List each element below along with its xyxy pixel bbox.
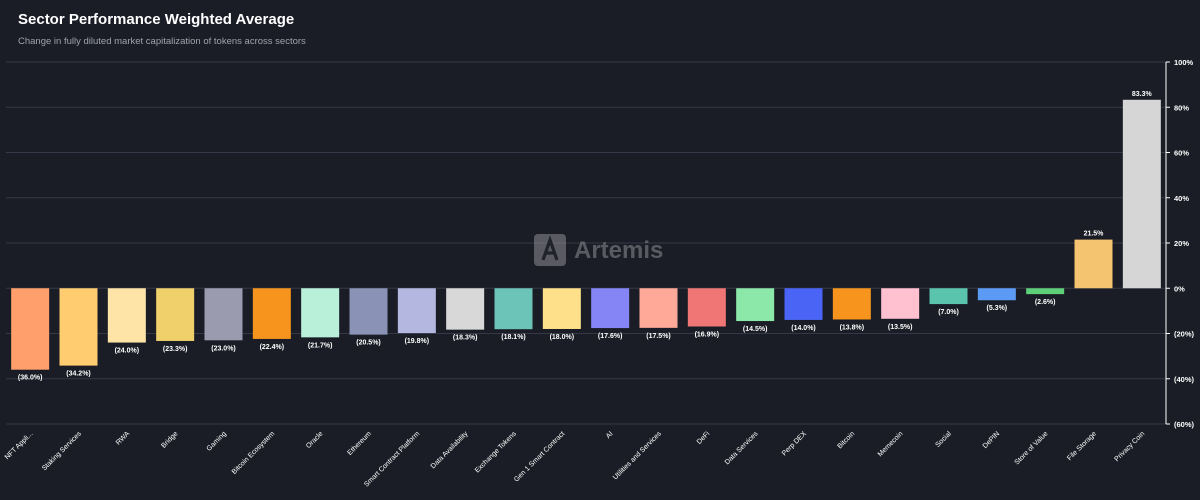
- x-category-label: Social: [934, 430, 953, 449]
- bar-smart-contract-platform[interactable]: [397, 288, 436, 334]
- x-category-label: Bridge: [160, 430, 179, 449]
- x-category-label: Ethereum: [346, 430, 373, 457]
- data-label: (13.5%): [888, 324, 913, 331]
- x-category-label: Exchange Tokens: [474, 430, 518, 474]
- data-label: (20.5%): [356, 340, 381, 347]
- bar-data-availability[interactable]: [446, 288, 485, 330]
- data-label: (14.0%): [791, 325, 816, 332]
- data-label: (5.3%): [987, 305, 1008, 312]
- x-category-label: Gaming: [206, 430, 228, 452]
- x-category-label: Data Services: [724, 430, 760, 466]
- x-category-label: Bitcoin Ecosystem: [231, 430, 277, 476]
- x-category-label: DePIN: [982, 430, 1002, 450]
- x-category-label: Smart Contract Platform: [363, 430, 421, 488]
- x-category-label: DeFi: [696, 430, 712, 446]
- bar-rwa[interactable]: [107, 288, 146, 343]
- x-category-label: File Storage: [1066, 430, 1098, 462]
- artemis-watermark: Artemis: [534, 234, 663, 266]
- data-label: (2.6%): [1035, 299, 1056, 306]
- bar-file-storage[interactable]: [1074, 239, 1113, 289]
- y-tick-label: 40%: [1174, 194, 1189, 203]
- bar-bitcoin[interactable]: [832, 288, 871, 320]
- bar-ai[interactable]: [591, 288, 630, 329]
- data-label: (19.8%): [405, 338, 430, 345]
- chart-title: Sector Performance Weighted Average: [18, 11, 295, 28]
- data-label: (16.9%): [695, 331, 720, 338]
- x-category-label: Perp DEX: [781, 430, 808, 457]
- artemis-logo-icon: [534, 234, 566, 266]
- bar-bitcoin-ecosystem[interactable]: [252, 288, 291, 339]
- bar-nft-appli[interactable]: [11, 288, 50, 370]
- y-tick-label: 20%: [1174, 239, 1189, 248]
- data-label: (21.7%): [308, 342, 333, 349]
- data-label: (23.0%): [211, 345, 236, 352]
- x-category-label: Store of Value: [1014, 430, 1050, 466]
- bar-social[interactable]: [929, 288, 968, 305]
- x-category-label: AI: [605, 430, 615, 440]
- data-label: (24.0%): [115, 348, 140, 355]
- bar-ethereum[interactable]: [349, 288, 388, 335]
- data-label: (17.6%): [598, 333, 623, 340]
- bar-store-of-value[interactable]: [1026, 288, 1065, 295]
- data-label: (7.0%): [938, 309, 959, 316]
- bar-oracle[interactable]: [301, 288, 340, 338]
- bar-gen-1-smart-contract[interactable]: [542, 288, 581, 329]
- data-label: (18.0%): [550, 334, 575, 341]
- y-tick-label: 80%: [1174, 103, 1189, 112]
- bar-exchange-tokens[interactable]: [494, 288, 533, 330]
- x-category-label: RWA: [115, 430, 131, 446]
- data-label: 21.5%: [1084, 231, 1105, 238]
- data-label: (34.2%): [66, 371, 91, 378]
- data-label: (18.3%): [453, 335, 478, 342]
- data-label: (22.4%): [260, 344, 285, 351]
- bar-defi[interactable]: [687, 288, 726, 327]
- y-tick-label: 0%: [1174, 284, 1185, 293]
- bar-gaming[interactable]: [204, 288, 243, 341]
- data-label: 83.3%: [1132, 91, 1153, 98]
- bar-depin[interactable]: [977, 288, 1016, 301]
- x-category-label: Privacy Coin: [1114, 430, 1147, 463]
- y-tick-label: (60%): [1174, 420, 1195, 429]
- y-tick-label: (40%): [1174, 375, 1195, 384]
- chart-subtitle: Change in fully diluted market capitaliz…: [18, 36, 306, 47]
- y-tick-label: 60%: [1174, 149, 1189, 158]
- y-tick-label: 100%: [1174, 58, 1194, 67]
- bar-memecoin[interactable]: [881, 288, 920, 319]
- x-category-label: Data Availability: [430, 430, 470, 470]
- bar-bridge[interactable]: [156, 288, 195, 341]
- bar-staking-services[interactable]: [59, 288, 98, 366]
- bar-data-services[interactable]: [736, 288, 775, 322]
- data-label: (13.8%): [840, 324, 865, 331]
- data-label: (18.1%): [501, 334, 526, 341]
- x-category-label: Memecoin: [877, 430, 905, 458]
- x-category-label: Bitcoin: [836, 430, 856, 450]
- x-category-label: Staking Services: [41, 430, 83, 472]
- bar-utilities-and-services[interactable]: [639, 288, 678, 328]
- x-category-label: NFT Appli...: [4, 430, 35, 461]
- bar-privacy-coin[interactable]: [1122, 99, 1161, 289]
- x-category-label: Gen 1 Smart Contract: [513, 430, 566, 483]
- data-label: (14.5%): [743, 326, 768, 333]
- data-label: (36.0%): [18, 375, 43, 382]
- x-category-label: Utilities and Services: [612, 430, 663, 481]
- watermark-text: Artemis: [574, 237, 663, 264]
- y-tick-label: (20%): [1174, 330, 1195, 339]
- data-label: (17.5%): [646, 333, 671, 340]
- bar-perp-dex[interactable]: [784, 288, 823, 320]
- x-category-label: Oracle: [305, 430, 325, 450]
- data-label: (23.3%): [163, 346, 188, 353]
